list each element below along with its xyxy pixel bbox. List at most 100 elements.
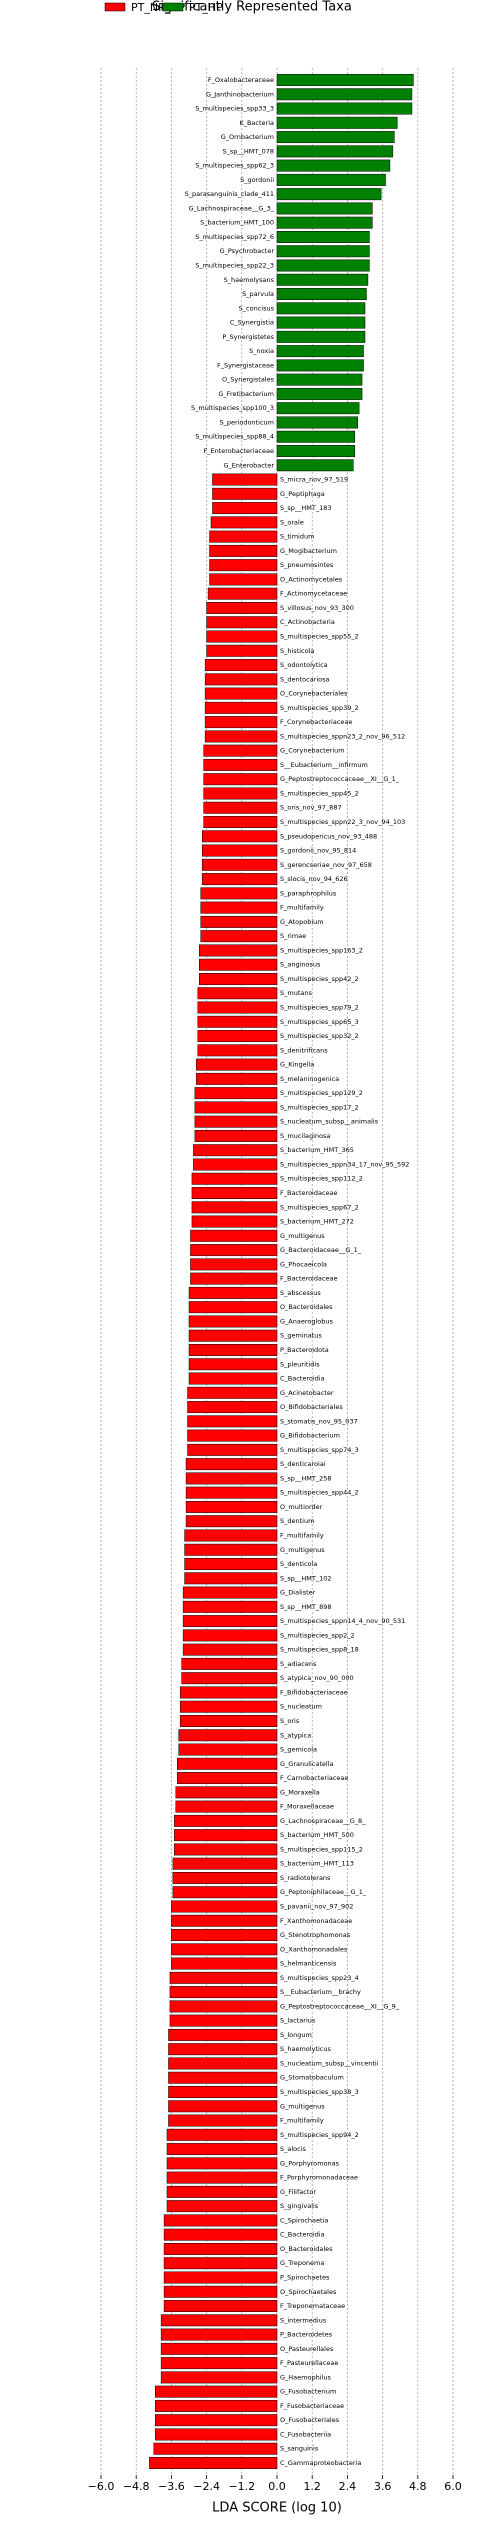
bar xyxy=(193,1144,278,1157)
category-label: S_sp__HMT_898 xyxy=(280,1603,332,1611)
category-label: S_multispecies_spp2_2 xyxy=(280,1631,355,1639)
bar xyxy=(276,159,391,172)
category-label: S_gemicola xyxy=(280,1746,317,1754)
category-label: G_Filifactor xyxy=(280,2188,316,2196)
bar xyxy=(209,530,278,543)
bar xyxy=(168,2114,278,2127)
category-label: G_Janthinobacterium xyxy=(206,90,274,98)
category-label: S_stomatis_nov_95_037 xyxy=(280,1417,358,1425)
category-label: S_noxia xyxy=(249,347,274,355)
category-label: O_Bacteroidales xyxy=(280,2245,333,2253)
category-label: S_pneumosintes xyxy=(280,561,334,569)
bar xyxy=(166,2143,278,2156)
category-label: G_Anaeroglobus xyxy=(280,1317,333,1325)
category-label: S_intermedius xyxy=(280,2316,327,2324)
bar xyxy=(171,1929,278,1941)
category-label: S_multispecies_spp8_18 xyxy=(280,1646,359,1654)
category-label: C_Spirochaetia xyxy=(280,2216,328,2224)
category-label: S_multispecies_sppn22_3_nov_94_103 xyxy=(280,818,405,826)
bar xyxy=(190,1258,278,1271)
x-axis-label: LDA SCORE (log 10) xyxy=(212,2501,342,2516)
bar xyxy=(276,259,370,272)
category-label: F_multifamily xyxy=(280,2117,324,2125)
legend-swatch xyxy=(162,2,184,12)
category-label: F_Xanthomonadaceae xyxy=(280,1917,352,1925)
bar xyxy=(194,1129,278,1142)
category-label: S_longum xyxy=(280,2031,312,2039)
bar xyxy=(153,2442,278,2455)
bar xyxy=(178,1743,278,1756)
bar xyxy=(206,644,278,657)
bar xyxy=(155,2399,278,2412)
bar xyxy=(179,1700,278,1713)
x-tick-label: 1.2 xyxy=(303,2480,321,2493)
bar xyxy=(177,1772,278,1785)
bar xyxy=(200,887,278,900)
bar xyxy=(155,2428,278,2441)
bar xyxy=(160,2371,278,2384)
category-label: S_multispecies_spp100_3 xyxy=(191,404,274,412)
bar xyxy=(182,1629,278,1642)
x-tick-label: −1.2 xyxy=(228,2480,255,2493)
category-label: S_multispecies_spp39_2 xyxy=(280,704,359,712)
bar xyxy=(200,915,278,928)
bar xyxy=(166,2171,278,2184)
category-label: S_dentocariosa xyxy=(280,675,330,683)
category-label: C_Bacteroidia xyxy=(280,1375,325,1383)
category-label: G_Dialister xyxy=(280,1589,316,1597)
category-label: C_Synergistia xyxy=(230,319,274,327)
category-label: G_multigenus xyxy=(280,2102,325,2110)
category-label: G_Atopobium xyxy=(280,918,324,926)
category-label: F_multifamily xyxy=(280,1531,324,1539)
category-label: G_Phocaeicola xyxy=(280,1260,327,1268)
category-label: G_Lachnospiraceae__G_3_ xyxy=(189,204,275,212)
bar xyxy=(196,1072,278,1085)
bar xyxy=(168,2086,278,2098)
bar xyxy=(203,816,278,828)
category-label: S_nucleatum_subsp__animalis xyxy=(280,1118,379,1126)
bar xyxy=(169,1986,278,1999)
bar xyxy=(187,1401,278,1414)
category-label: G_Moraxella xyxy=(280,1788,320,1796)
bar xyxy=(276,188,382,201)
category-label: S_nucleatum_subsp__vincentii xyxy=(280,2059,379,2067)
bar xyxy=(172,1886,278,1899)
x-tick-label: 3.6 xyxy=(374,2480,392,2493)
x-tick-label: −3.6 xyxy=(158,2480,185,2493)
category-label: G_Treponema xyxy=(280,2259,324,2267)
bar xyxy=(175,1800,278,1813)
bar xyxy=(209,559,278,572)
bar xyxy=(212,502,278,515)
category-label: S_melaninogenica xyxy=(280,1075,339,1083)
bar xyxy=(181,1672,278,1685)
category-label: F_Bacteroidaceae xyxy=(280,1275,338,1283)
bar xyxy=(160,2342,278,2355)
bar xyxy=(184,1558,278,1570)
category-label: S_adiacens xyxy=(280,1660,317,1668)
category-label: S_multispecies_spp65_3 xyxy=(280,1018,359,1026)
bar xyxy=(187,1443,278,1456)
category-label: O_multiorder xyxy=(280,1503,323,1511)
bar xyxy=(187,1429,278,1442)
category-label: S_denticaroiai xyxy=(280,1460,326,1468)
bar xyxy=(212,473,278,486)
bar xyxy=(191,1201,278,1214)
bar xyxy=(168,2043,278,2056)
bar xyxy=(197,1001,278,1014)
category-label: S_multispecies_spp23_4 xyxy=(280,1974,359,1982)
category-label: G_multigenus xyxy=(280,1232,325,1240)
bar xyxy=(191,1187,278,1199)
bar xyxy=(182,1586,278,1599)
bar xyxy=(168,2100,278,2113)
bar xyxy=(197,987,278,1000)
category-label: G_Psychrobacter xyxy=(220,247,275,255)
bar xyxy=(201,830,278,843)
category-label: F_Treponemataceae xyxy=(280,2302,345,2310)
category-label: S_gordonii xyxy=(240,176,274,184)
category-label: S_multispecies_spp79_2 xyxy=(280,1004,359,1012)
category-label: S_oris xyxy=(280,1717,300,1725)
bar xyxy=(206,616,278,629)
bar xyxy=(168,2057,278,2070)
bar xyxy=(168,2028,278,2041)
